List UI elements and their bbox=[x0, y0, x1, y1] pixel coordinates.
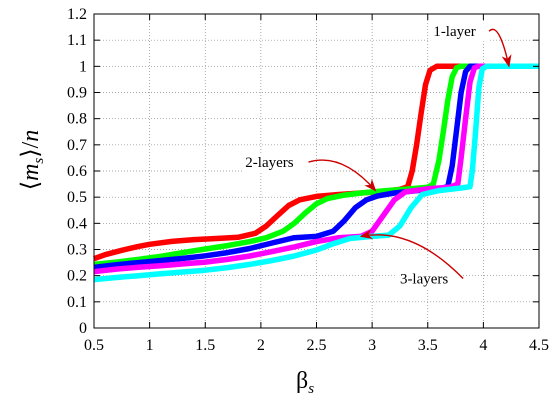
annotation-label-2: 2-layers bbox=[245, 155, 293, 171]
x-tick-label: 4 bbox=[479, 337, 487, 354]
y-tick-label: 0.9 bbox=[67, 85, 87, 102]
y-tick-label: 1.1 bbox=[67, 32, 87, 49]
y-tick-label: 1 bbox=[79, 58, 87, 75]
axis-ticks: 0 0.1 0.2 0.3 0.4 0.5 0.6 0.7 0.8 0.9 1 1.1 1.2 0.5 1 1… bbox=[67, 6, 549, 354]
series-line-3 bbox=[93, 63, 539, 271]
annotation-arrow-2 bbox=[308, 159, 377, 192]
x-tick-label: 3.5 bbox=[418, 337, 438, 354]
y-tick-label: 0.2 bbox=[67, 268, 87, 285]
series-line-2 bbox=[93, 63, 539, 268]
x-tick-label: 4.5 bbox=[529, 337, 549, 354]
x-tick-label: 0.5 bbox=[84, 337, 104, 354]
y-tick-label: 0.4 bbox=[67, 215, 87, 232]
annotation-background bbox=[242, 154, 308, 173]
series-line-1 bbox=[93, 63, 539, 262]
y-tick-label: 1.2 bbox=[67, 6, 87, 23]
annotation-background bbox=[430, 23, 489, 42]
x-tick-label: 2 bbox=[257, 337, 265, 354]
x-tick-label: 2.5 bbox=[307, 337, 327, 354]
y-tick-label: 0.6 bbox=[67, 163, 87, 180]
y-axis-label: ⟨ms⟩/n bbox=[18, 130, 47, 191]
x-tick-label: 1 bbox=[146, 337, 154, 354]
y-tick-label: 0 bbox=[79, 320, 87, 337]
annotations: 1-layer 2-layers 3-layers bbox=[242, 23, 512, 289]
y-tick-label: 0.8 bbox=[67, 111, 87, 128]
y-tick-label: 0.3 bbox=[67, 242, 87, 259]
annotation-label-3: 3-layers bbox=[400, 272, 448, 288]
annotation-label-1: 1-layer bbox=[433, 24, 475, 40]
y-tick-label: 0.7 bbox=[67, 137, 87, 154]
x-tick-label: 1.5 bbox=[195, 337, 215, 354]
x-tick-label: 3 bbox=[368, 337, 376, 354]
annotation-arrow-3 bbox=[359, 229, 464, 279]
annotation-arrow-1 bbox=[488, 28, 512, 68]
x-axis-label: βs bbox=[296, 368, 314, 397]
y-tick-label: 0.1 bbox=[67, 294, 87, 311]
y-tick-label: 0.5 bbox=[67, 189, 87, 206]
annotation-background bbox=[396, 270, 463, 289]
